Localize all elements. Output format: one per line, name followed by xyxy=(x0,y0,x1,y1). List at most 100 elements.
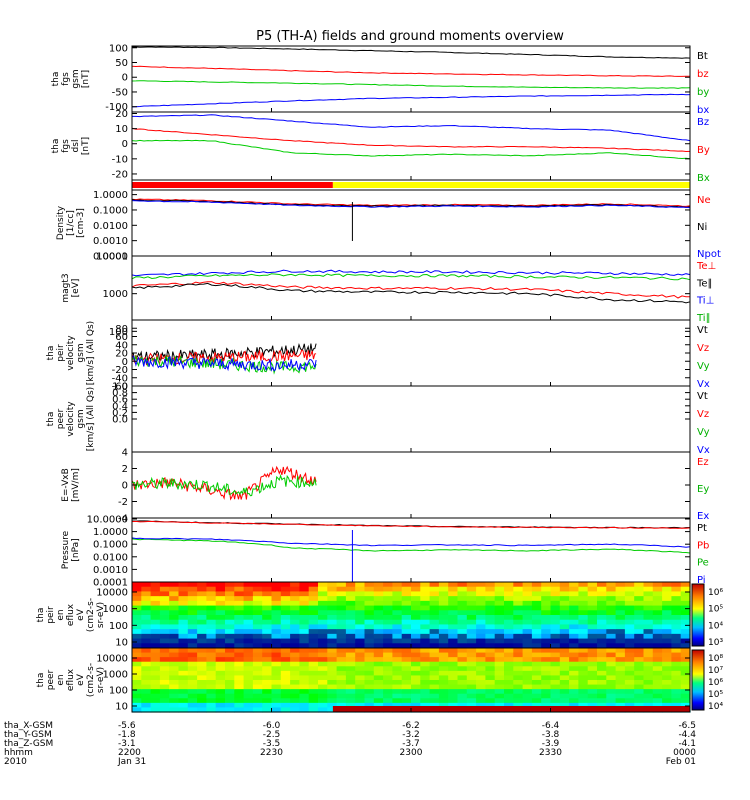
spectrogram-cell xyxy=(578,629,589,635)
spectrogram-cell xyxy=(476,684,486,690)
spectrogram-cell xyxy=(401,689,412,695)
spectrogram-cell xyxy=(150,629,161,635)
spectrogram-cell xyxy=(513,633,524,640)
spectrogram-cell xyxy=(662,661,672,667)
spectrogram-cell xyxy=(373,698,384,704)
spectrogram-cell xyxy=(141,702,152,709)
spectrogram-cell xyxy=(606,657,617,663)
y-axis-label-line: sr-eV) xyxy=(96,667,106,693)
spectrogram-cell xyxy=(364,605,375,611)
y-tick-label: 0 xyxy=(122,481,128,492)
spectrogram-cell xyxy=(355,596,366,602)
spectrogram-cell xyxy=(531,629,542,635)
spectrogram-cell xyxy=(466,596,477,602)
colorbar xyxy=(691,583,705,647)
series-Bz xyxy=(132,114,691,142)
spectrogram-cell xyxy=(634,615,645,621)
spectrogram-cell xyxy=(290,605,300,611)
spectrogram-cell xyxy=(169,586,180,593)
spectrogram-cell xyxy=(504,610,514,616)
spectrogram-cell xyxy=(671,633,682,640)
spectrogram-cell xyxy=(559,624,570,630)
spectrogram-cell xyxy=(420,693,431,699)
spectrogram-cell xyxy=(215,586,226,593)
spectrogram-cell xyxy=(383,624,393,630)
spectrogram-cell xyxy=(308,670,319,677)
spectrogram-cell xyxy=(615,586,626,593)
series-Ez xyxy=(131,465,317,501)
spectrogram-cell xyxy=(169,615,180,621)
y-axis-label-line: Density xyxy=(56,205,66,240)
spectrogram-cell xyxy=(178,586,189,593)
y-axis-label-line: (cm2-s- xyxy=(86,598,96,632)
spectrogram-cell xyxy=(671,666,682,672)
spectrogram-cell xyxy=(355,661,366,667)
spectrogram-cell xyxy=(438,693,449,699)
spectrogram-cell xyxy=(531,582,542,588)
spectrogram-cell xyxy=(476,666,486,672)
spectrogram-cell xyxy=(476,586,486,593)
spectrogram-cell xyxy=(318,633,328,640)
spectrogram-cell xyxy=(252,661,263,667)
spectrogram-cell xyxy=(299,610,310,616)
y-axis-label-line: en xyxy=(56,609,66,620)
spectrogram-cell xyxy=(271,707,282,713)
spectrogram-cell xyxy=(243,586,254,593)
spectrogram-cell xyxy=(429,648,440,654)
spectrogram-cell xyxy=(280,615,291,621)
spectrogram-cell xyxy=(587,615,598,621)
y-axis-label-line: fgs xyxy=(61,139,71,153)
spectrogram-cell xyxy=(662,648,672,654)
spectrogram-cell xyxy=(531,684,542,690)
spectrogram-cell xyxy=(169,666,180,672)
legend-Te⊥: Te⊥ xyxy=(696,261,716,272)
spectrogram-cell xyxy=(132,586,142,593)
spectrogram-cell xyxy=(327,624,338,630)
spectrogram-cell xyxy=(587,657,598,663)
spectrogram-cell xyxy=(457,689,468,695)
spectrogram-cell xyxy=(355,605,366,611)
spectrogram-cell xyxy=(373,657,384,663)
spectrogram-cell xyxy=(448,615,459,621)
y-tick-label: 0.6 xyxy=(112,395,128,406)
spectrogram-cell xyxy=(457,582,468,588)
spectrogram-cell xyxy=(615,670,626,677)
spectrogram-cell xyxy=(243,582,254,588)
spectrogram-cell xyxy=(169,689,180,695)
spectrogram-cell xyxy=(569,605,579,611)
spectrogram-cell xyxy=(187,702,198,709)
spectrogram-cell xyxy=(392,619,403,626)
spectrogram-cell xyxy=(624,661,635,667)
spectrogram-cell xyxy=(420,661,431,667)
spectrogram-cell xyxy=(466,675,477,681)
spectrogram-cell xyxy=(550,629,561,635)
spectrogram-cell xyxy=(169,652,180,658)
spectrogram-cell xyxy=(476,698,486,704)
spectrogram-cell xyxy=(364,698,375,704)
spectrogram-cell xyxy=(494,605,505,611)
spectrogram-cell xyxy=(243,629,254,635)
spectrogram-cell xyxy=(401,624,412,630)
series-Npot xyxy=(131,200,691,209)
spectrogram-cell xyxy=(624,582,635,588)
spectrogram-cell xyxy=(355,689,366,695)
spectrogram-cell xyxy=(215,600,226,607)
spectrogram-cell xyxy=(364,615,375,621)
spectrogram-cell xyxy=(178,670,189,677)
spectrogram-cell xyxy=(262,610,273,616)
spectrogram-cell xyxy=(355,670,366,677)
spectrogram-cell xyxy=(401,657,412,663)
spectrogram-cell xyxy=(187,693,198,699)
y-axis-label-line: [nT] xyxy=(81,137,91,155)
spectrogram-cell xyxy=(476,643,486,649)
spectrogram-cell xyxy=(345,666,356,672)
spectrogram-cell xyxy=(355,610,366,616)
spectrogram-cell xyxy=(569,675,579,681)
legend-Vy: Vy xyxy=(697,427,710,438)
spectrogram-cell xyxy=(680,624,691,630)
ephemeris-row-label: 2010 xyxy=(4,757,27,767)
spectrogram-cell xyxy=(225,610,235,616)
spectrogram-cell xyxy=(606,684,617,690)
spectrogram-cell xyxy=(373,666,384,672)
spectrogram-cell xyxy=(476,596,486,602)
